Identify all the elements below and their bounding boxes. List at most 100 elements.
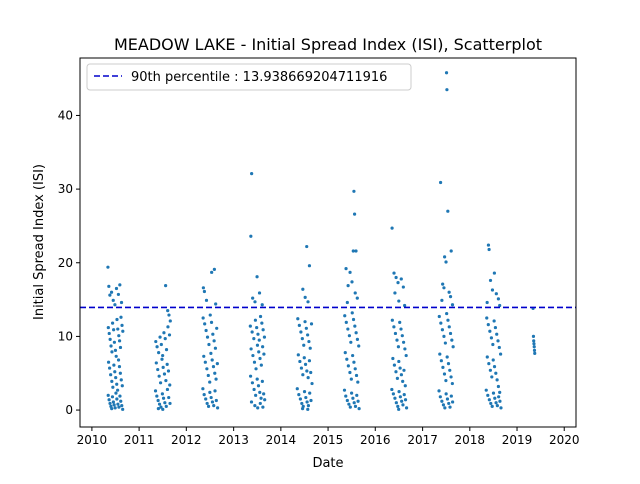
data-point (396, 404, 400, 408)
data-points (106, 71, 537, 411)
data-point (299, 366, 304, 370)
data-point (260, 379, 264, 383)
data-point (116, 292, 121, 297)
data-point (396, 281, 400, 285)
data-point (492, 271, 496, 275)
x-tick-label: 2019 (502, 433, 533, 447)
data-point (355, 296, 359, 300)
data-point (390, 387, 394, 392)
data-point (448, 331, 453, 336)
data-point (254, 393, 258, 397)
data-point (495, 404, 499, 408)
y-axis-label: Initial Spread Index (ISI) (32, 164, 47, 320)
data-point (215, 362, 219, 366)
data-point (357, 344, 361, 348)
data-point (353, 404, 358, 408)
data-point (497, 395, 501, 399)
data-point (304, 326, 308, 330)
data-point (305, 400, 309, 404)
data-point (108, 366, 112, 370)
data-point (403, 347, 407, 351)
data-point (486, 393, 490, 397)
data-point (305, 244, 309, 249)
data-point (156, 406, 160, 411)
plot-frame (79, 57, 577, 428)
data-point (211, 365, 216, 369)
data-point (300, 401, 304, 406)
data-point (398, 395, 402, 399)
data-point (492, 319, 496, 323)
data-point (120, 384, 124, 388)
data-point (343, 314, 347, 318)
data-point (402, 368, 406, 372)
data-point (493, 396, 497, 400)
data-point (113, 406, 117, 410)
data-point (347, 402, 351, 406)
data-point (308, 346, 312, 350)
data-point (108, 293, 112, 297)
data-point (117, 334, 121, 338)
x-tick-label: 2017 (407, 433, 438, 447)
data-point (107, 284, 111, 288)
data-point (489, 401, 493, 406)
data-point (443, 341, 447, 345)
data-point (446, 318, 450, 322)
data-point (448, 295, 453, 299)
data-point (353, 367, 357, 371)
data-point (214, 302, 218, 306)
data-point (494, 371, 498, 375)
data-point (451, 345, 455, 349)
data-point (449, 249, 453, 253)
data-point (440, 298, 444, 302)
data-point (303, 362, 308, 366)
data-point (116, 402, 120, 406)
data-point (261, 345, 265, 349)
data-point (445, 397, 450, 401)
data-point (212, 267, 216, 271)
data-point (116, 327, 120, 331)
data-point (155, 394, 159, 398)
data-point (346, 364, 350, 368)
x-tick-label: 2011 (124, 433, 155, 447)
data-point (496, 297, 500, 301)
data-point (250, 381, 254, 385)
data-point (210, 400, 215, 404)
data-point (166, 369, 171, 373)
data-point (498, 399, 502, 403)
data-point (449, 375, 453, 379)
data-point (399, 327, 403, 331)
data-point (348, 370, 352, 375)
data-point (255, 325, 259, 330)
data-point (499, 352, 503, 356)
data-point (487, 362, 491, 366)
data-point (108, 401, 112, 406)
data-point (203, 360, 207, 364)
data-point (154, 339, 158, 344)
data-point (211, 332, 215, 336)
data-point (490, 404, 494, 408)
data-point (307, 339, 311, 344)
data-point (114, 391, 118, 395)
data-point (403, 303, 407, 308)
data-point (157, 351, 161, 355)
data-point (342, 388, 347, 392)
data-point (205, 367, 209, 371)
data-point (402, 340, 406, 344)
data-point (107, 398, 111, 402)
data-point (253, 318, 257, 322)
data-point (438, 180, 443, 185)
data-point (117, 405, 121, 409)
data-point (255, 343, 260, 347)
data-point (118, 371, 122, 375)
data-point (488, 329, 492, 333)
data-point (295, 387, 299, 391)
data-point (486, 323, 490, 327)
data-point (441, 282, 445, 286)
data-point (306, 376, 310, 380)
data-point (533, 351, 537, 355)
x-tick-label: 2013 (218, 433, 249, 447)
data-point (302, 390, 307, 394)
data-point (394, 401, 398, 405)
data-point (209, 320, 214, 325)
